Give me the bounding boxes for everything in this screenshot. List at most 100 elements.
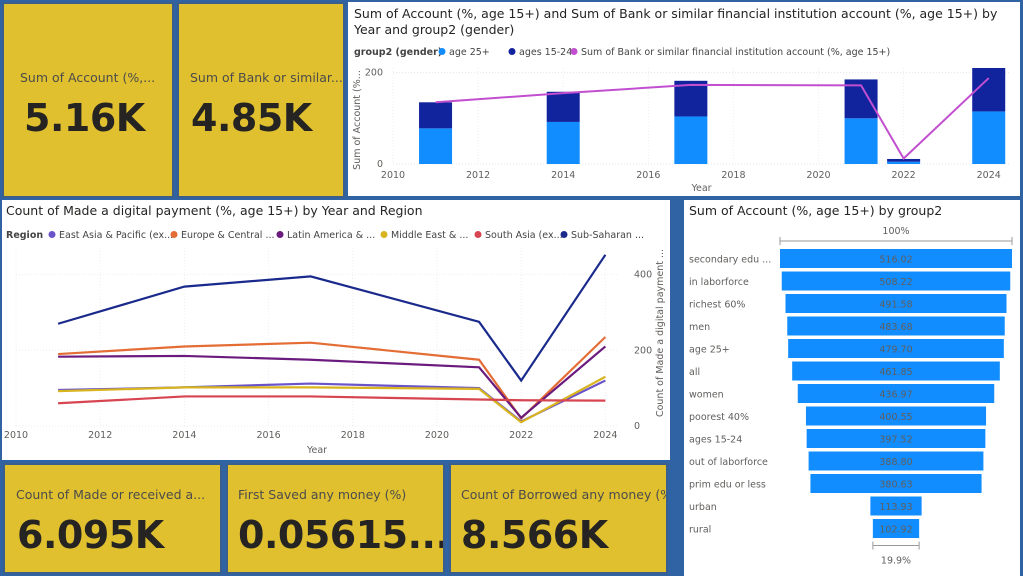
funnel-bar-value: 483.68 — [879, 322, 912, 333]
funnel-bar-value: 479.70 — [879, 345, 912, 356]
account-group-funnel: 100% secondary edu ... 516.02 in laborforce… — [689, 226, 1013, 567]
chart2-x-axis-title: Year — [306, 445, 327, 456]
chart1-bar-age25plus — [546, 121, 580, 164]
funnel-bar — [810, 474, 982, 493]
chart1-x-tick: 2010 — [381, 170, 405, 181]
chart1-legend-marker — [570, 48, 578, 55]
funnel-bar-value: 397.52 — [879, 435, 912, 446]
chart2-legend-item: South Asia (ex... — [485, 230, 563, 241]
funnel-bottom-percent: 19.9% — [881, 556, 911, 567]
kpi-card-account[interactable]: Sum of Account (%,... 5.16K — [2, 2, 174, 198]
kpi-account-value: 5.16K — [24, 96, 145, 140]
chart2-y-axis-title: Count of Made a digital payment ... — [655, 249, 666, 417]
chart2-y-tick: 200 — [634, 345, 652, 356]
kpi-made-received-label: Count of Made or received a... — [16, 487, 206, 502]
chart1-bar-ages15-24 — [419, 102, 453, 129]
account-group-funnel-panel[interactable]: Sum of Account (%, age 15+) by group2 10… — [684, 200, 1020, 576]
funnel-category-label: richest 60% — [689, 300, 745, 311]
chart2-legend-item: East Asia & Pacific (ex... — [59, 230, 173, 241]
funnel-bar-value: 102.92 — [879, 525, 912, 536]
funnel-bar-value: 491.58 — [879, 300, 912, 311]
funnel-category-label: women — [689, 390, 724, 401]
funnel-category-label: out of laborforce — [689, 457, 768, 468]
funnel-bar — [780, 249, 1012, 268]
chart2-legend-item: Latin America & ... — [287, 230, 375, 241]
chart2-legend-marker — [170, 231, 178, 238]
chart1-y-tick: 200 — [365, 68, 383, 79]
chart1-title: Sum of Account (%, age 15+) and Sum of B… — [354, 6, 998, 37]
chart1-bar-ages15-24 — [887, 158, 921, 162]
funnel-bar-value: 113.93 — [879, 502, 912, 513]
kpi-account-label: Sum of Account (%,... — [20, 70, 156, 85]
chart2-x-tick: 2010 — [4, 430, 28, 441]
funnel-category-label: all — [689, 367, 700, 378]
funnel-category-label: in laborforce — [689, 277, 749, 288]
kpi-bank-value: 4.85K — [191, 96, 312, 140]
chart2-series-line — [58, 395, 606, 405]
kpi-card-made-received[interactable]: Count of Made or received a... 6.095K — [3, 463, 222, 574]
chart1-bar-ages15-24 — [546, 91, 580, 122]
funnel-bar — [805, 406, 987, 426]
funnel-bar — [788, 339, 1004, 358]
chart2-x-tick: 2014 — [172, 430, 196, 441]
funnel-top-percent: 100% — [882, 226, 909, 237]
funnel-bar-value: 516.02 — [879, 255, 912, 266]
chart2-x-tick: 2022 — [509, 430, 533, 441]
chart1-line-bank-account — [435, 77, 990, 161]
funnel-category-label: secondary edu ... — [689, 255, 771, 266]
kpi-saved-value: 0.05615... — [238, 513, 445, 557]
chart1-bar-age25plus — [674, 116, 708, 164]
chart1-legend-marker — [438, 48, 446, 55]
funnel-bar — [806, 429, 986, 448]
funnel-bar — [781, 271, 1011, 291]
chart1-y-tick: 0 — [377, 159, 383, 170]
funnel-category-label: age 25+ — [689, 345, 730, 356]
funnel-category-label: poorest 40% — [689, 412, 749, 423]
chart2-series-line — [58, 375, 606, 424]
chart1-bar-age25plus — [844, 118, 878, 164]
funnel-category-label: men — [689, 322, 710, 333]
funnel-category-label: urban — [689, 502, 717, 513]
funnel-bar-value: 508.22 — [879, 277, 912, 288]
chart2-x-tick: 2024 — [593, 430, 617, 441]
kpi-card-borrowed[interactable]: Count of Borrowed any money (%) 8.566K — [449, 463, 668, 574]
funnel-bar — [792, 361, 1000, 381]
chart2-legend-marker — [474, 231, 482, 238]
chart1-legend-title: group2 (gender) — [354, 47, 442, 58]
chart2-legend-title: Region — [6, 230, 43, 241]
kpi-card-saved[interactable]: First Saved any money (%) 0.05615... — [226, 463, 445, 574]
funnel-bar-value: 436.97 — [879, 390, 912, 401]
chart2-y-tick: 400 — [634, 270, 652, 281]
chart2-legend-marker — [560, 231, 568, 238]
chart1-legend-item: ages 15-24 — [519, 47, 572, 58]
kpi-borrowed-value: 8.566K — [461, 513, 608, 557]
chart1-bar-age25plus — [419, 128, 453, 164]
funnel-category-label: ages 15-24 — [689, 435, 742, 446]
chart2-x-tick: 2018 — [341, 430, 365, 441]
kpi-card-bank[interactable]: Sum of Bank or similar... 4.85K — [177, 2, 345, 198]
chart2-x-tick: 2020 — [425, 430, 449, 441]
chart1-bar-age25plus — [887, 161, 921, 164]
funnel-bar — [870, 496, 922, 516]
funnel-bar — [787, 316, 1005, 336]
account-bank-chart-panel[interactable]: Sum of Account (%, age 15+) and Sum of B… — [348, 2, 1020, 196]
funnel-bar — [872, 519, 920, 538]
chart1-x-tick: 2024 — [977, 170, 1001, 181]
chart1-x-tick: 2020 — [806, 170, 830, 181]
chart2-title: Count of Made a digital payment (%, age … — [6, 203, 423, 218]
chart1-x-axis-title: Year — [690, 183, 711, 194]
chart2-x-tick: 2016 — [256, 430, 280, 441]
chart1-x-tick: 2016 — [636, 170, 660, 181]
kpi-borrowed-label: Count of Borrowed any money (%) — [461, 487, 668, 502]
funnel-bar — [797, 384, 995, 403]
chart1-x-tick: 2012 — [466, 170, 490, 181]
digital-payment-chart-panel[interactable]: Count of Made a digital payment (%, age … — [2, 200, 670, 460]
funnel-category-label: rural — [689, 525, 711, 536]
chart1-bar-ages15-24 — [674, 80, 708, 117]
chart1-x-tick: 2018 — [721, 170, 745, 181]
funnel-title: Sum of Account (%, age 15+) by group2 — [689, 203, 943, 218]
chart2-x-tick: 2012 — [88, 430, 112, 441]
funnel-bar — [785, 294, 1007, 313]
chart1-x-tick: 2014 — [551, 170, 575, 181]
chart2-series-line — [58, 345, 607, 420]
